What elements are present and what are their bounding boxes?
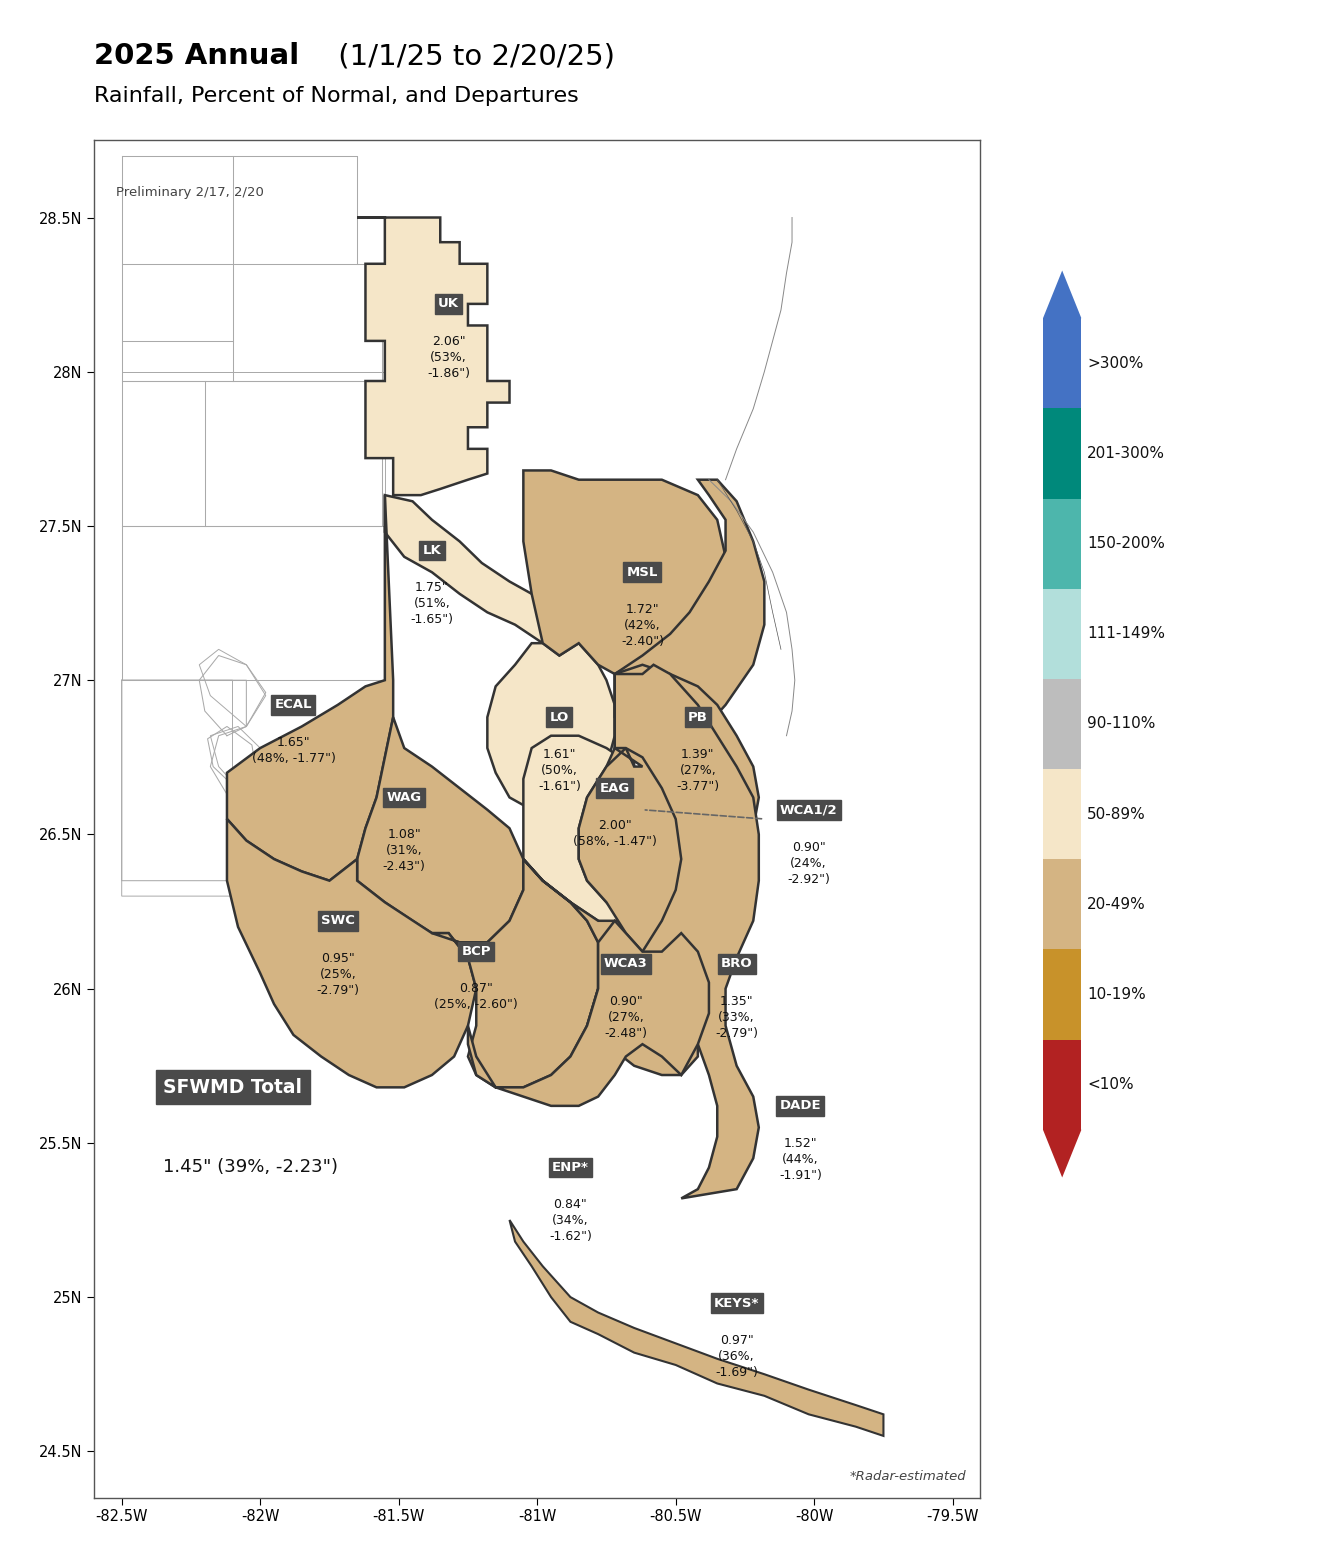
Polygon shape [509, 1220, 884, 1435]
Bar [1044, 950, 1081, 1039]
Polygon shape [488, 643, 615, 819]
Text: ENP*: ENP* [552, 1161, 588, 1175]
Text: 0.90"
(24%,
-2.92"): 0.90" (24%, -2.92") [787, 841, 830, 886]
Text: DADE: DADE [779, 1100, 821, 1112]
Text: PB: PB [688, 711, 708, 724]
Polygon shape [1044, 1129, 1081, 1178]
Polygon shape [1044, 270, 1081, 318]
Text: 50-89%: 50-89% [1088, 807, 1146, 822]
Text: >300%: >300% [1088, 356, 1144, 371]
Polygon shape [524, 736, 698, 933]
Polygon shape [432, 860, 598, 1087]
Polygon shape [357, 718, 524, 942]
Text: 90-110%: 90-110% [1088, 716, 1156, 732]
Text: SWC: SWC [321, 914, 355, 927]
Text: 1.45" (39%, -2.23"): 1.45" (39%, -2.23") [164, 1159, 338, 1176]
Text: 2.00"
(58%, -1.47"): 2.00" (58%, -1.47") [573, 819, 657, 849]
Bar [1044, 1039, 1081, 1129]
Bar [1044, 860, 1081, 950]
Text: (1/1/25 to 2/20/25): (1/1/25 to 2/20/25) [329, 42, 615, 70]
Text: *Radar-estimated: *Radar-estimated [850, 1470, 967, 1482]
Text: 150-200%: 150-200% [1088, 537, 1166, 551]
Text: 0.95"
(25%,
-2.79"): 0.95" (25%, -2.79") [316, 952, 360, 997]
Polygon shape [357, 217, 509, 495]
Text: BRO: BRO [721, 958, 752, 970]
Text: KEYS*: KEYS* [714, 1296, 759, 1310]
Text: BCP: BCP [462, 945, 492, 958]
Text: LK: LK [423, 544, 442, 557]
Text: SFWMD Total: SFWMD Total [164, 1078, 302, 1097]
Text: LO: LO [549, 711, 569, 724]
Text: Preliminary 2/17, 2/20: Preliminary 2/17, 2/20 [115, 186, 265, 200]
Text: Rainfall, Percent of Normal, and Departures: Rainfall, Percent of Normal, and Departu… [94, 86, 579, 106]
Text: WCA1/2: WCA1/2 [780, 803, 838, 816]
Bar [1044, 679, 1081, 769]
Bar [1044, 318, 1081, 409]
Polygon shape [227, 819, 477, 1087]
Bar [1044, 769, 1081, 860]
Text: 2.06"
(53%,
-1.86"): 2.06" (53%, -1.86") [427, 335, 470, 379]
Text: <10%: <10% [1088, 1076, 1133, 1092]
Text: 1.65"
(48%, -1.77"): 1.65" (48%, -1.77") [251, 736, 336, 764]
Text: 1.61"
(50%,
-1.61"): 1.61" (50%, -1.61") [539, 749, 580, 792]
Text: UK: UK [438, 298, 459, 310]
Text: EAG: EAG [599, 782, 630, 794]
Text: MSL: MSL [627, 566, 658, 579]
Text: WAG: WAG [387, 791, 422, 803]
Polygon shape [615, 665, 759, 1198]
Bar [1044, 499, 1081, 588]
Text: 0.90"
(27%,
-2.48"): 0.90" (27%, -2.48") [604, 995, 647, 1041]
Polygon shape [615, 480, 764, 766]
Text: 1.52"
(44%,
-1.91"): 1.52" (44%, -1.91") [779, 1137, 822, 1182]
Text: 1.72"
(42%,
-2.40"): 1.72" (42%, -2.40") [620, 604, 663, 647]
Text: 10-19%: 10-19% [1088, 987, 1146, 1002]
Text: 201-300%: 201-300% [1088, 446, 1166, 462]
Polygon shape [467, 920, 709, 1106]
Bar [1044, 409, 1081, 499]
Text: ECAL: ECAL [275, 699, 312, 711]
Bar [1044, 588, 1081, 679]
Text: 0.84"
(34%,
-1.62"): 0.84" (34%, -1.62") [549, 1198, 592, 1243]
Polygon shape [227, 495, 393, 881]
Polygon shape [524, 860, 698, 1075]
Polygon shape [579, 736, 698, 933]
Text: 20-49%: 20-49% [1088, 897, 1146, 913]
Text: 2025 Annual: 2025 Annual [94, 42, 299, 70]
Text: 0.87"
(25%, -2.60"): 0.87" (25%, -2.60") [434, 983, 518, 1011]
Text: WCA3: WCA3 [604, 958, 647, 970]
Text: 1.08"
(31%,
-2.43"): 1.08" (31%, -2.43") [383, 828, 426, 874]
Text: 1.75"
(51%,
-1.65"): 1.75" (51%, -1.65") [411, 582, 454, 627]
Polygon shape [524, 471, 725, 674]
Text: 0.97"
(36%,
-1.69"): 0.97" (36%, -1.69") [716, 1334, 757, 1379]
Text: 1.35"
(33%,
-2.79"): 1.35" (33%, -2.79") [714, 995, 759, 1041]
Polygon shape [579, 665, 759, 952]
Polygon shape [385, 495, 571, 655]
Text: 111-149%: 111-149% [1088, 626, 1166, 641]
Text: 1.39"
(27%,
-3.77"): 1.39" (27%, -3.77") [677, 749, 720, 792]
